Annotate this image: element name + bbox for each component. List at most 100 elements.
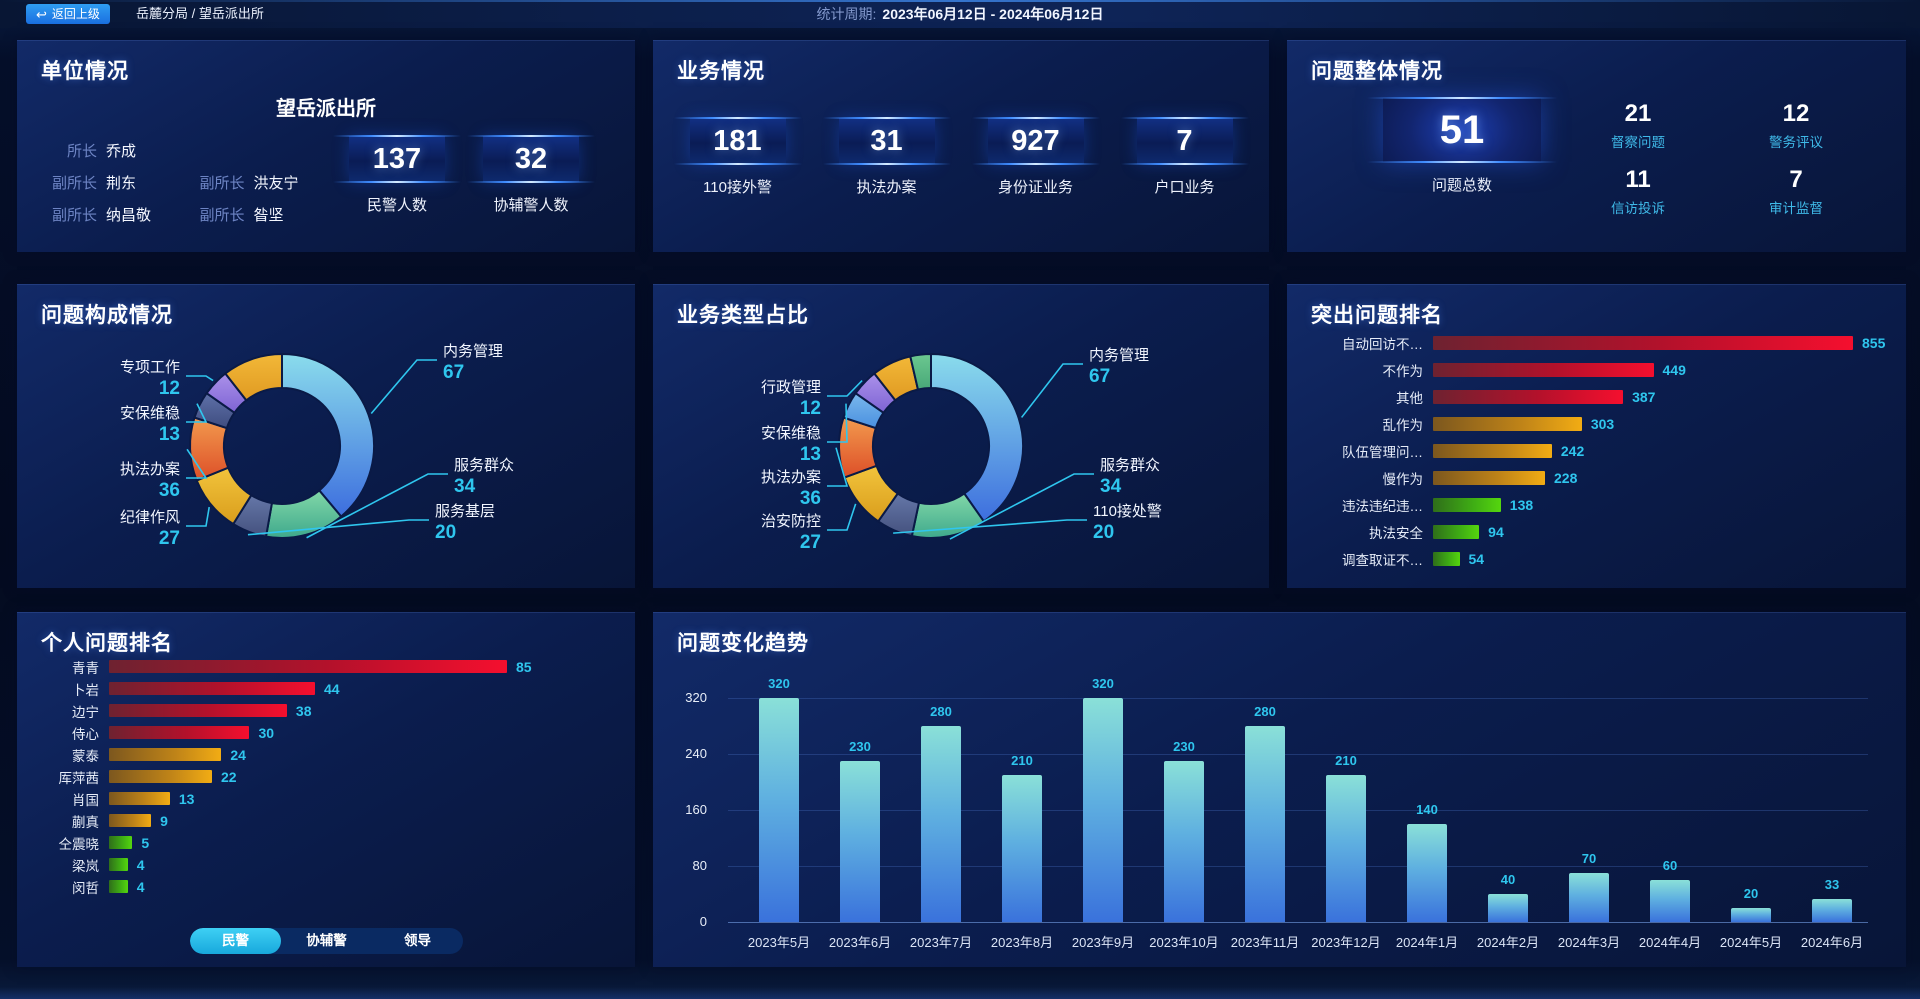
problem_composition-segment-unlabeled [223, 352, 283, 402]
problem_composition-connector [247, 519, 429, 536]
leader-name: 乔成 [106, 143, 137, 160]
personal_ranking-row-肖国: 肖国 13 [33, 791, 621, 808]
leader: 副所长 昝坚 [190, 204, 319, 225]
donut-label-name: 治安防控 [760, 513, 821, 530]
business_type-connector [827, 403, 848, 443]
leader-role: 副所长 [199, 175, 245, 192]
leader-name: 昝坚 [253, 207, 284, 224]
trend-bar-2024年1月 [1407, 824, 1447, 922]
donut-label-name: 服务基层 [435, 503, 496, 520]
trend-value: 60 [1662, 858, 1678, 873]
bar [109, 682, 316, 695]
bar-label: 不作为 [1382, 364, 1424, 379]
tab-minjing[interactable]: 民警 [190, 928, 281, 954]
personal_ranking-row-闵哲: 闵哲 4 [33, 878, 621, 896]
problem_composition-label-执法办案: 执法办案 36 [120, 458, 180, 502]
x-axis-label: 2024年3月 [1557, 935, 1621, 950]
leader-row: 所长 乔成 [43, 140, 333, 161]
personal_ranking-row-边宁: 边宁 38 [33, 702, 621, 720]
x-axis-label: 2024年6月 [1800, 935, 1864, 950]
back-arrow-icon: ↩ [36, 6, 47, 22]
personal_ranking-row-仝震晓: 仝震晓 5 [33, 835, 621, 852]
x-axis-label: 2024年4月 [1638, 935, 1702, 950]
leader: 副所长 荆东 [43, 172, 172, 193]
donut-label-name: 服务群众 [1100, 457, 1161, 474]
leader: 副所长 洪友宁 [190, 172, 319, 193]
bar-value: 9 [160, 812, 168, 829]
stat-petition: 11 信访投诉 [1559, 166, 1717, 217]
grid-line-240 [728, 754, 1868, 755]
bar-value: 38 [295, 702, 312, 719]
bar [109, 880, 128, 893]
stat-value: 21 [1624, 100, 1652, 127]
trend-bar-2023年12月 [1326, 775, 1366, 922]
donut-label-value: 27 [158, 528, 180, 549]
personal_ranking-row-梁岚: 梁岚 4 [33, 856, 621, 874]
bar-label: 肖国 [72, 792, 99, 808]
trend-value: 320 [1092, 676, 1114, 691]
trend-bar-2023年6月 [840, 761, 880, 922]
stat-label: 督察问题 [1611, 135, 1665, 150]
trend-bar-2023年10月 [1164, 761, 1204, 922]
donut-label-value: 12 [799, 398, 821, 419]
leader-role: 所长 [66, 143, 97, 160]
bar [1433, 390, 1624, 404]
bar [1433, 498, 1501, 512]
problem_composition-label-安保维稳: 安保维稳 13 [120, 402, 180, 446]
x-axis-label: 2023年6月 [828, 935, 892, 950]
donut-label-name: 安保维稳 [760, 425, 821, 442]
bar [109, 660, 507, 673]
bar-value: 22 [221, 768, 237, 785]
breadcrumb[interactable]: 岳麓分局 / 望岳派出所 [136, 6, 264, 21]
stats-period: 统计周期: 2023年06月12日 - 2024年06月12日 [0, 0, 1920, 28]
bar-value: 4 [136, 878, 145, 895]
problem-trend-chart: 0 80 160 240 320 320 2023年5月 230 2023年6月 280 2023年… [653, 612, 1906, 967]
business_type-label-治安防控: 治安防控 27 [761, 510, 821, 554]
tab-lingdao[interactable]: 领导 [404, 933, 431, 948]
donut-label-value: 13 [158, 424, 180, 445]
trend-bar-2024年3月 [1569, 873, 1609, 922]
business_type-label-110接处警: 110接处警 20 [1093, 500, 1162, 544]
donut-label-value: 36 [158, 480, 180, 501]
stat-label: 110接外警 [703, 179, 772, 196]
business_type-segment-unlabeled [909, 352, 932, 391]
panel-personal-ranking: 个人问题排名 青青 85 卜岩 44 边宁 38 侍心 30 蒙泰 24 厍萍茜 22 肖国 13 蒯真 9 仝… [17, 612, 635, 967]
bar-label: 边宁 [72, 704, 99, 720]
bar [109, 836, 133, 849]
bar [109, 704, 287, 717]
stat-audit: 7 审计监督 [1717, 166, 1875, 217]
stat-law-cases: 31 执法办案 [822, 117, 951, 197]
tab-xiefujing[interactable]: 协辅警 [306, 933, 347, 948]
bar-value: 54 [1468, 551, 1485, 567]
bar-label: 青青 [72, 660, 99, 676]
stat-label: 民警人数 [366, 197, 427, 214]
problem_composition-label-内务管理: 内务管理 67 [443, 340, 503, 384]
panel-top-problems: 突出问题排名 自动回访不… 855 不作为 449 其他 387 乱作为 303 队伍管理问… 2… [1287, 284, 1906, 588]
back-button-label: 返回上级 [51, 7, 100, 21]
stats-period-value: 2023年06月12日 - 2024年06月12日 [882, 6, 1104, 22]
donut-label-value: 67 [1089, 366, 1111, 387]
panel-personal-title: 个人问题排名 [41, 632, 173, 655]
bar [109, 814, 152, 827]
problem_composition-label-专项工作: 专项工作 12 [120, 356, 180, 400]
y-axis-tick: 80 [692, 858, 707, 873]
donut-label-name: 专项工作 [119, 359, 180, 376]
business_type-connector [827, 503, 857, 531]
problem_composition-connector [186, 375, 214, 382]
bar-label: 卜岩 [72, 682, 99, 698]
trend-value: 320 [768, 676, 790, 691]
leader-role: 副所长 [51, 175, 97, 192]
y-axis-tick: 160 [685, 802, 707, 817]
panel-business-type: 业务类型占比 内务管理 67 服务群众 34 110接处警 20 治安防控 27 执法办案 36 安… [653, 284, 1269, 588]
leader-name: 纳昌敬 [106, 207, 152, 224]
top_problems-row-自动回访不…: 自动回访不… 855 [1311, 335, 1892, 352]
panel-trend-title: 问题变化趋势 [677, 632, 809, 655]
trend-bar-2023年9月 [1083, 698, 1123, 922]
bar-value: 4 [136, 856, 145, 873]
stat-label: 警务评议 [1769, 135, 1823, 150]
bar-value: 24 [230, 746, 246, 763]
stat-value-box: 181 [673, 117, 802, 165]
back-button[interactable]: ↩ 返回上级 [26, 4, 110, 24]
business_type-label-内务管理: 内务管理 67 [1089, 344, 1149, 388]
leader-role: 副所长 [199, 207, 245, 224]
